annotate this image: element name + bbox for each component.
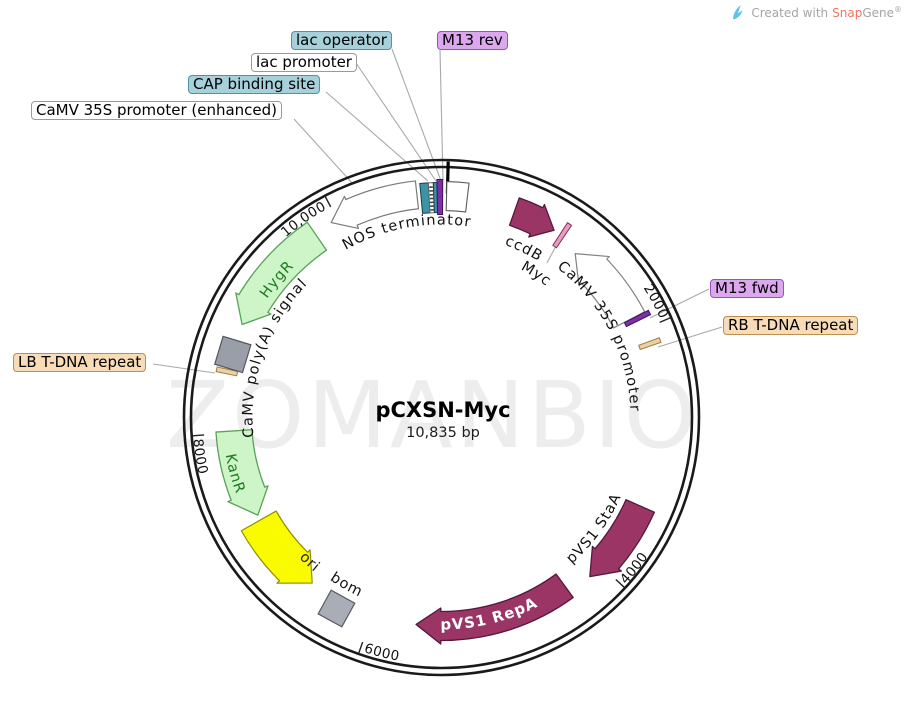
lb-t-dna-repeat-callout-line [152,363,216,374]
lb-t-dna-repeat-label: LB T-DNA repeat [13,353,147,372]
tick-8000 [192,434,205,437]
leader-line-0 [546,245,557,264]
ccdb-label: ccdB [503,233,546,265]
cap-binding-site-callout-line [325,91,429,182]
m13-fwd-callout-line [649,288,710,319]
lac-operator-label: lac operator [291,31,392,50]
plasmid-name: pCXSN-Myc [375,398,511,422]
ccdb-feature [508,197,555,238]
camv-polya-signal-feature [213,335,252,374]
pvs1-staa-feature [589,499,656,578]
credit-brand-snap: Snap [832,5,863,20]
credit-text: Created with [751,5,829,20]
lac-promoter-site-hatch [429,184,434,211]
bom-feature [317,589,356,628]
tick-label-8000: 8000 [189,438,210,476]
myc-tag-feature [552,222,573,249]
pvs1-repa-feature [415,573,574,645]
rb-t-dna-feature [638,337,662,351]
plasmid-backbone-ring-0 [182,158,701,677]
tick-4000 [615,578,626,589]
m13-rev-label: M13 rev [437,31,508,50]
tick-10,000 [324,195,332,208]
plasmid-backbone-ring-1 [189,165,694,670]
kanr-feature [215,429,269,516]
m13-fwd-site-feature [623,309,652,328]
tick-6000 [358,641,364,654]
m13-rev-callout-line [439,49,444,181]
m13-rev-site-feature [436,178,444,216]
rb-t-dna-repeat-label: RB T-DNA repeat [723,316,859,335]
credit-registered-mark: ® [894,5,902,14]
mcs-site-feature [445,180,470,213]
hygr-feature [235,221,328,326]
tick-label-6000: 6000 [362,640,401,664]
camv-35s-promoter-enhanced-callout-line [293,118,354,185]
lac-promoter-label: lac promoter [251,53,357,72]
plasmid-title-block: pCXSN-Myc 10,835 bp [333,398,553,441]
plasmid-size: 10,835 bp [406,425,480,441]
snapgene-logo-icon [733,5,743,20]
watermark: ZOMANBIO [166,362,700,469]
ori-feature [240,510,313,584]
tick-2000 [659,316,671,324]
m13-fwd-label: M13 fwd [710,279,784,298]
snapgene-credit: Created with Snap Gene ® [732,5,902,20]
nos-terminator-feature [330,180,420,230]
rb-t-dna-repeat-callout-line [657,326,723,348]
credit-brand-gene: Gene [862,5,894,20]
cap-binding-site-label: CAP binding site [188,75,321,94]
camv-35s-promoter-enhanced-label: CaMV 35S promoter (enhanced) [31,101,283,120]
camv-35s-promoter-feature [574,252,646,329]
